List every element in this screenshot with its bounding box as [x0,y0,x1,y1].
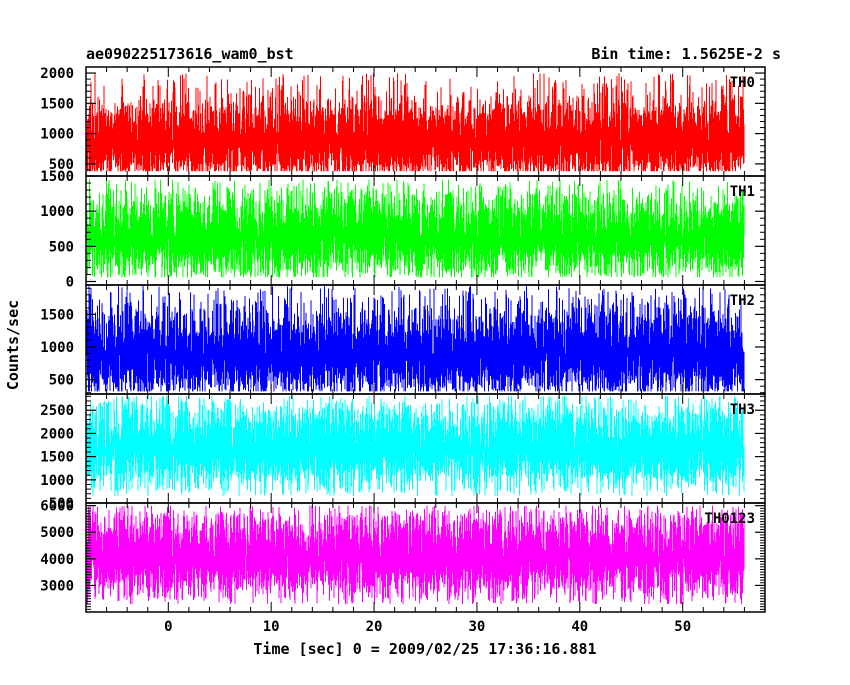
y-tick-label: 1000 [40,473,74,489]
y-tick-label: 1500 [40,96,74,112]
series-line-th0 [86,73,745,172]
x-tick-label: 40 [571,619,588,635]
panel-label-th3: TH3 [730,402,755,418]
y-tick-label: 1000 [40,204,74,220]
y-tick-label: 500 [49,239,74,255]
y-tick-label: 500 [49,157,74,173]
y-tick-label: 5000 [40,525,74,541]
panel-label-th0123: TH0123 [704,511,755,527]
series-line-th3 [86,396,745,496]
series-line-th2 [86,285,745,392]
y-tick-label: 0 [66,274,74,290]
y-tick-label: 1000 [40,127,74,143]
panel-label-th1: TH1 [730,184,755,200]
y-tick-label: 1500 [40,307,74,323]
panel-label-th0: TH0 [730,75,755,91]
panels-group: 500100015002000TH0050010001500TH15001000… [40,66,766,635]
panel-frame-th0123 [85,502,766,613]
panel-label-th2: TH2 [730,293,755,309]
x-axis-label: Time [sec] 0 = 2009/02/25 17:36:16.881 [253,640,596,658]
x-tick-label: 50 [674,619,691,635]
y-tick-label: 6000 [40,499,74,515]
y-tick-label: 500 [49,373,74,389]
x-tick-label: 10 [263,619,280,635]
x-tick-label: 0 [164,619,172,635]
y-tick-label: 1500 [40,450,74,466]
y-tick-label: 4000 [40,552,74,568]
series-line-th1 [86,179,745,278]
x-tick-label: 20 [366,619,383,635]
series-line-th0123 [86,505,745,604]
y-tick-label: 3000 [40,578,74,594]
y-tick-label: 2000 [40,66,74,82]
y-tick-label: 1000 [40,340,74,356]
x-tick-label: 30 [469,619,486,635]
bin-time-label: Bin time: 1.5625E-2 s [591,45,781,63]
y-tick-label: 2000 [40,426,74,442]
y-tick-label: 1500 [40,169,74,185]
y-axis-label: Counts/sec [4,300,22,390]
chart-title: ae090225173616_wam0_bst [86,45,294,63]
y-tick-label: 500 [49,496,74,512]
y-tick-label: 2500 [40,403,74,419]
